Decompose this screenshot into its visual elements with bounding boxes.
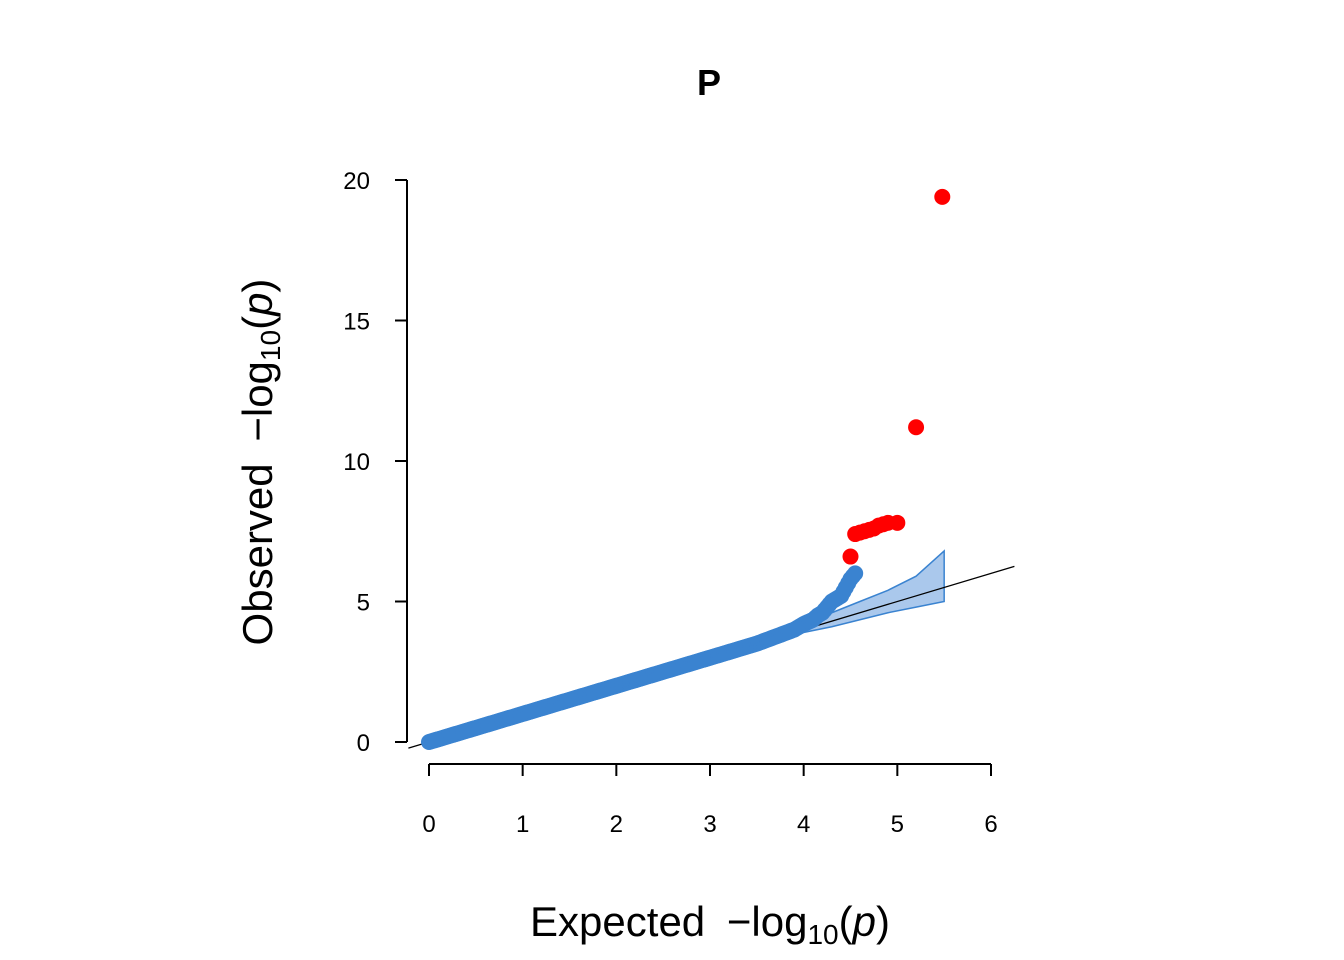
y-tick-label: 20 (343, 168, 370, 195)
chart-title: P (697, 62, 721, 103)
significant-point (889, 514, 906, 531)
y-tick-label: 10 (343, 449, 370, 476)
significant-point (908, 419, 925, 436)
x-tick-label: 3 (703, 811, 716, 838)
x-tick-label: 4 (797, 811, 810, 838)
series-significant-points (842, 188, 951, 565)
y-axis-title: Observed −log10(p) (234, 279, 286, 646)
data-point (847, 565, 864, 582)
series-observed-points (421, 565, 864, 750)
x-tick-label: 5 (891, 811, 904, 838)
confidence-band (802, 549, 945, 634)
x-tick-label: 1 (516, 811, 529, 838)
y-axis: 0 5 10 15 20 (343, 168, 408, 757)
x-tick-label: 2 (610, 811, 623, 838)
y-tick-label: 15 (343, 309, 370, 336)
y-tick-label: 0 (357, 730, 370, 757)
confidence-band-layer (802, 549, 945, 634)
y-tick-label: 5 (357, 590, 370, 617)
significant-point (934, 188, 951, 205)
x-tick-label: 0 (422, 811, 435, 838)
x-tick-label: 6 (984, 811, 997, 838)
significant-point (842, 548, 859, 565)
x-axis: 0 1 2 3 4 5 6 (422, 763, 998, 838)
x-axis-title: Expected −log10(p) (530, 898, 890, 950)
points-layer (421, 188, 951, 750)
